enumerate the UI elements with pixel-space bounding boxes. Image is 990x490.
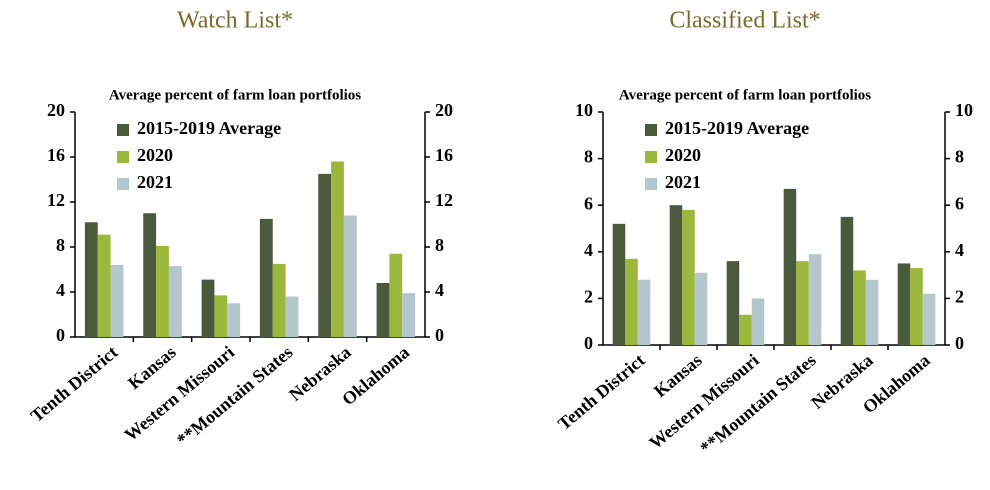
legend-swatch — [645, 124, 657, 136]
bar — [259, 218, 273, 337]
y2-tick-label: 0 — [955, 333, 964, 353]
y-tick-label: 6 — [584, 193, 593, 213]
bar — [739, 314, 752, 345]
bar — [808, 254, 822, 345]
bar — [897, 263, 911, 345]
x-tick-label: Kansas — [124, 342, 180, 393]
bar — [922, 293, 936, 345]
legend-label: 2020 — [137, 145, 173, 165]
bar — [783, 188, 797, 345]
y2-tick-label: 10 — [955, 100, 973, 120]
bar — [853, 270, 866, 345]
legend-label: 2020 — [665, 145, 701, 165]
y2-tick-label: 8 — [435, 235, 444, 255]
y2-tick-label: 4 — [435, 280, 444, 300]
y-tick-label: 0 — [584, 333, 593, 353]
bar — [840, 216, 854, 345]
bar — [625, 258, 638, 345]
bar — [318, 173, 332, 337]
bar — [156, 245, 169, 337]
bar — [331, 161, 344, 337]
y-tick-label: 4 — [584, 240, 593, 260]
bar — [227, 303, 241, 337]
y-tick-label: 12 — [47, 190, 65, 210]
chart-title: Watch List* — [177, 8, 293, 34]
bar — [669, 205, 683, 345]
y2-tick-label: 8 — [955, 147, 964, 167]
bar — [285, 296, 299, 337]
bar — [376, 283, 390, 337]
legend-swatch — [645, 151, 657, 163]
bar — [389, 253, 403, 337]
bar — [682, 209, 695, 345]
legend-label: 2021 — [665, 172, 701, 192]
y-tick-label: 10 — [575, 100, 593, 120]
bar — [97, 234, 111, 337]
bar — [402, 293, 416, 337]
y2-tick-label: 12 — [435, 190, 453, 210]
y2-tick-label: 20 — [435, 100, 453, 120]
y-tick-label: 4 — [56, 280, 65, 300]
bar — [143, 213, 157, 337]
bar — [201, 279, 215, 337]
bar — [612, 223, 626, 345]
bar — [110, 265, 124, 337]
legend-swatch — [117, 124, 129, 136]
legend-swatch — [117, 151, 129, 163]
bar — [694, 272, 708, 345]
bar — [726, 261, 740, 345]
x-tick-label: Tenth District — [554, 350, 649, 434]
bar — [910, 268, 923, 345]
chart-subtitle: Average percent of farm loan portfolios — [619, 87, 871, 103]
bar — [214, 295, 228, 337]
chart-subtitle: Average percent of farm loan portfolios — [109, 87, 361, 103]
legend-swatch — [645, 178, 657, 190]
y2-tick-label: 2 — [955, 287, 964, 307]
chart-title: Classified List* — [669, 8, 820, 34]
y-tick-label: 2 — [584, 287, 593, 307]
y2-tick-label: 4 — [955, 240, 964, 260]
legend-label: 2015-2019 Average — [137, 118, 281, 138]
bar — [865, 279, 879, 345]
bar — [637, 279, 651, 345]
y2-tick-label: 16 — [435, 145, 453, 165]
y-tick-label: 8 — [56, 235, 65, 255]
y2-tick-label: 6 — [955, 193, 964, 213]
x-tick-label: Tenth District — [27, 342, 122, 426]
bar — [751, 298, 765, 345]
legend-label: 2021 — [137, 172, 173, 192]
legend-label: 2015-2019 Average — [665, 118, 809, 138]
y-tick-label: 16 — [47, 145, 65, 165]
y2-tick-label: 0 — [435, 325, 444, 345]
bar — [272, 263, 286, 337]
legend-swatch — [117, 178, 129, 190]
y-tick-label: 0 — [56, 325, 65, 345]
bar — [84, 222, 98, 337]
y-tick-label: 20 — [47, 100, 65, 120]
bar — [343, 215, 357, 337]
bar — [168, 266, 182, 337]
y-tick-label: 8 — [584, 147, 593, 167]
bar — [796, 261, 809, 345]
